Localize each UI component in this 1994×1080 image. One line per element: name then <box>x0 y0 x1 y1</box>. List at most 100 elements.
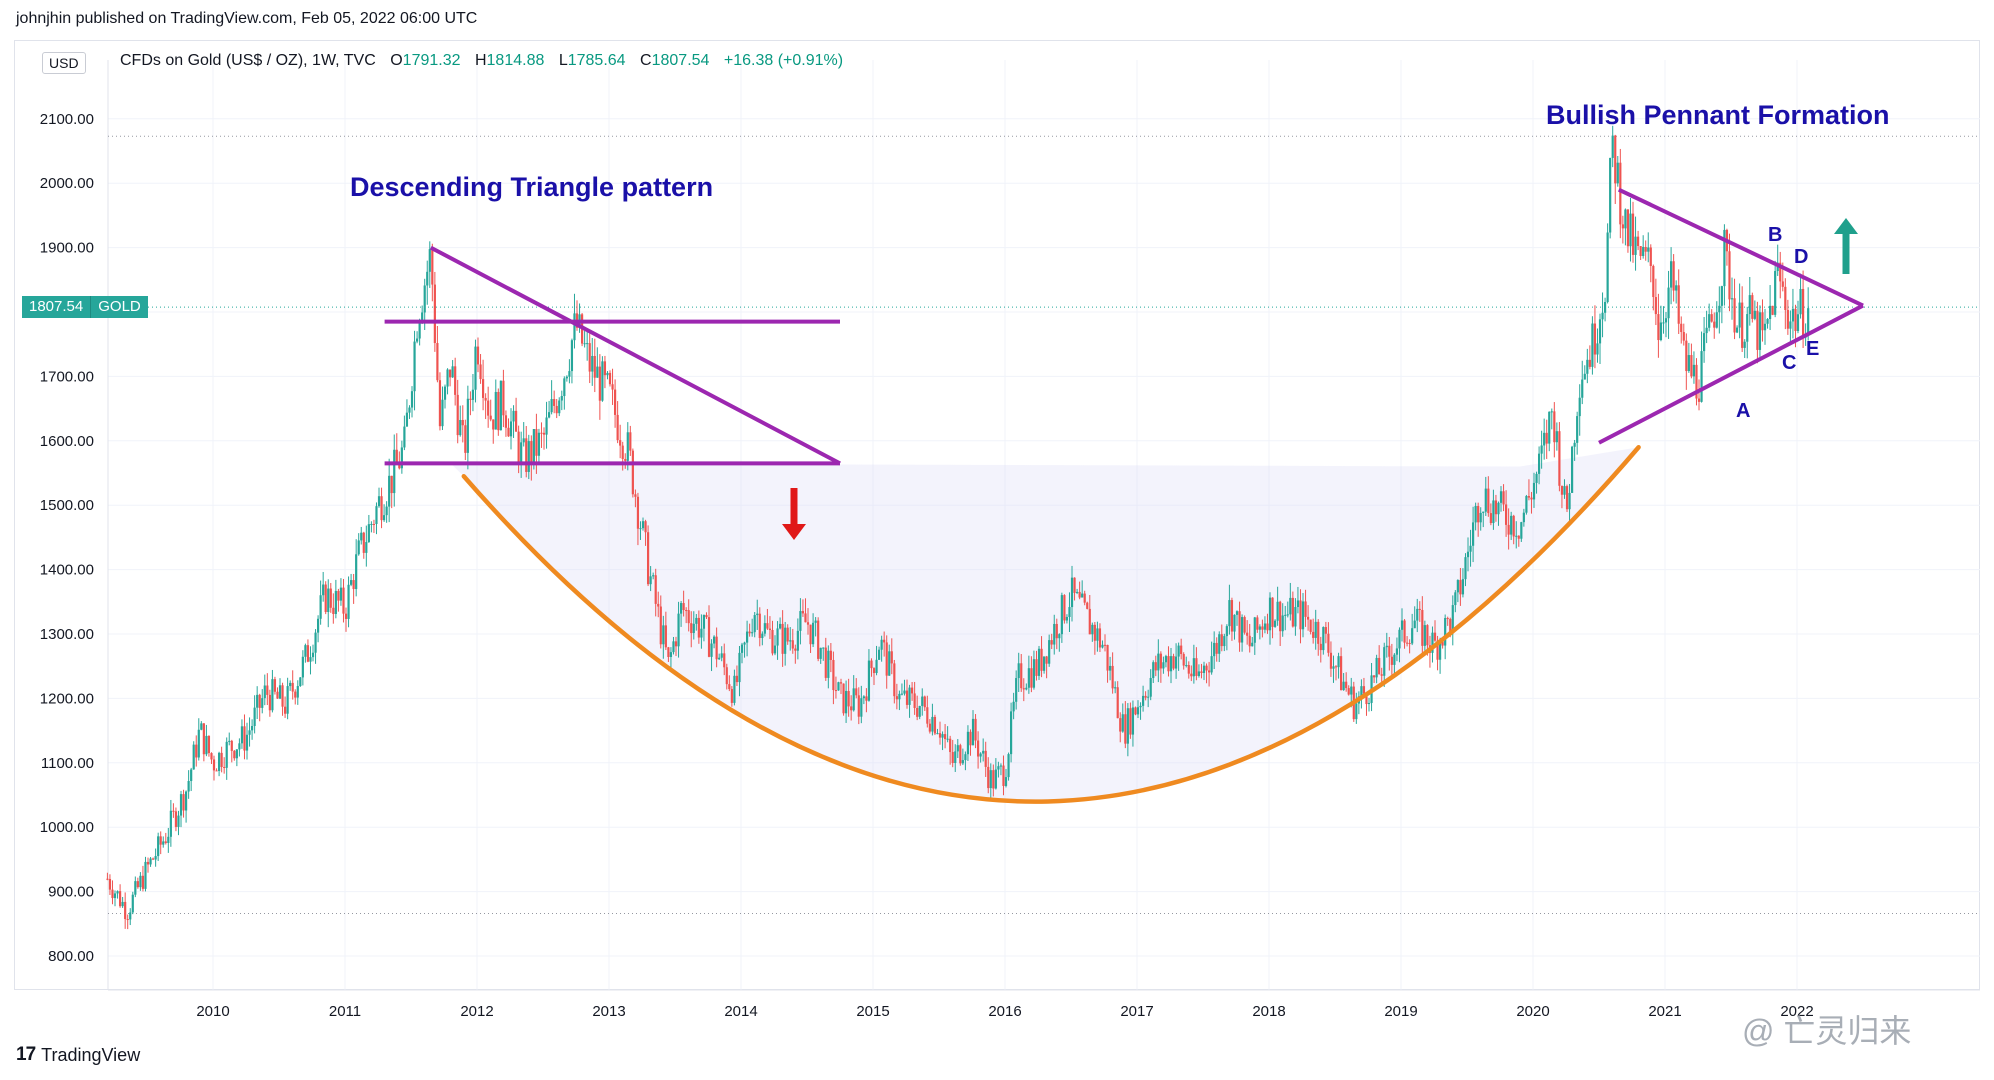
candle-body <box>489 415 492 420</box>
candle-up <box>1479 507 1482 531</box>
candle-up <box>248 717 251 747</box>
candle-body <box>464 425 467 453</box>
candle-body <box>1723 229 1726 287</box>
candle-body <box>1141 695 1145 706</box>
candle-body <box>1202 665 1206 673</box>
candle-down <box>502 369 505 428</box>
candle-body <box>1446 618 1449 620</box>
candle-down <box>1220 624 1223 652</box>
candle-body <box>956 745 959 752</box>
candle-body <box>126 919 129 921</box>
candle-body <box>1626 209 1630 247</box>
candle-body <box>1182 654 1185 666</box>
candle-up <box>753 612 756 638</box>
currency-badge[interactable]: USD <box>42 52 86 74</box>
candle-up <box>1603 297 1607 322</box>
candle-up <box>377 487 381 508</box>
candle-body <box>190 769 193 782</box>
candle-down <box>603 355 607 389</box>
candle-body <box>631 450 634 495</box>
candle-body <box>400 447 403 469</box>
candle-down <box>220 746 223 773</box>
candle-up <box>1525 494 1528 515</box>
candle-down <box>654 568 657 617</box>
last-price-symbol: GOLD <box>90 296 148 318</box>
candle-body <box>872 668 876 674</box>
candle-body <box>1251 642 1254 647</box>
candle-up <box>1611 125 1614 168</box>
candle-body <box>621 445 624 460</box>
y-tick-label: 800.00 <box>48 948 94 965</box>
candle-body <box>1746 314 1749 342</box>
candle-body <box>971 718 975 746</box>
candle-body <box>1035 659 1038 676</box>
candle-up <box>822 647 825 661</box>
candle-body <box>1690 355 1693 377</box>
candle-body <box>862 696 865 699</box>
candle-up <box>1543 418 1546 460</box>
candle-body <box>1177 645 1180 657</box>
candle-up <box>761 631 764 646</box>
candle-up <box>994 758 997 790</box>
candle-up <box>1606 223 1609 304</box>
candle-body <box>553 399 556 406</box>
candle-up <box>1667 270 1670 339</box>
candle-up <box>1708 303 1711 332</box>
tradingview-logo[interactable]: 17 TradingView <box>16 1044 140 1066</box>
candle-up <box>908 684 911 718</box>
candle-body <box>1261 626 1264 630</box>
candle-body <box>1126 708 1129 744</box>
candle-body <box>1375 657 1378 678</box>
candle-up <box>964 751 967 771</box>
candle-body <box>187 781 190 792</box>
candle-up <box>316 615 320 643</box>
candle-up <box>558 397 561 417</box>
candle-body <box>634 494 637 497</box>
candle-body <box>377 496 381 507</box>
symbol-description[interactable]: CFDs on Gold (US$ / OZ), 1W, TVC <box>120 52 376 69</box>
candle-body <box>933 716 937 734</box>
candle-body <box>718 657 721 660</box>
candle-body <box>118 891 122 907</box>
candle-body <box>1603 301 1607 313</box>
candle-down <box>507 418 510 437</box>
candle-down <box>951 739 954 768</box>
candle-down <box>390 475 393 509</box>
x-tick-label: 2018 <box>1252 1003 1285 1020</box>
candle-body <box>1530 497 1533 500</box>
candle-down <box>1306 605 1310 631</box>
candle-body <box>525 438 528 472</box>
candle-body <box>1134 707 1137 715</box>
candle-body <box>205 735 208 755</box>
candle-body <box>1550 411 1553 413</box>
candle-body <box>931 716 934 732</box>
candle-down <box>1304 589 1307 627</box>
candle-body <box>636 496 640 529</box>
candle-body <box>250 726 254 731</box>
y-tick-label: 1400.00 <box>40 562 94 579</box>
candle-body <box>1286 614 1289 616</box>
candle-body <box>1273 620 1277 627</box>
candle-up <box>999 763 1003 776</box>
candle-body <box>1009 711 1013 755</box>
candle-body <box>1738 302 1741 328</box>
candle-body <box>992 770 995 789</box>
candle-body <box>1621 224 1624 229</box>
candle-up <box>961 748 964 766</box>
candle-up <box>738 646 741 697</box>
candle-body <box>182 794 185 811</box>
candle-body <box>471 389 475 400</box>
candle-down <box>438 372 442 431</box>
candle-body <box>395 449 398 463</box>
candle-down <box>344 607 348 632</box>
candle-body <box>1268 597 1272 631</box>
candle-body <box>1794 308 1797 331</box>
candle-body <box>1743 341 1746 348</box>
x-tick-label: 2017 <box>1120 1003 1153 1020</box>
candle-body <box>1779 262 1782 282</box>
candle-body <box>982 750 985 754</box>
candle-body <box>804 613 807 623</box>
candle-body <box>1786 309 1789 329</box>
candle-body <box>1129 708 1132 735</box>
